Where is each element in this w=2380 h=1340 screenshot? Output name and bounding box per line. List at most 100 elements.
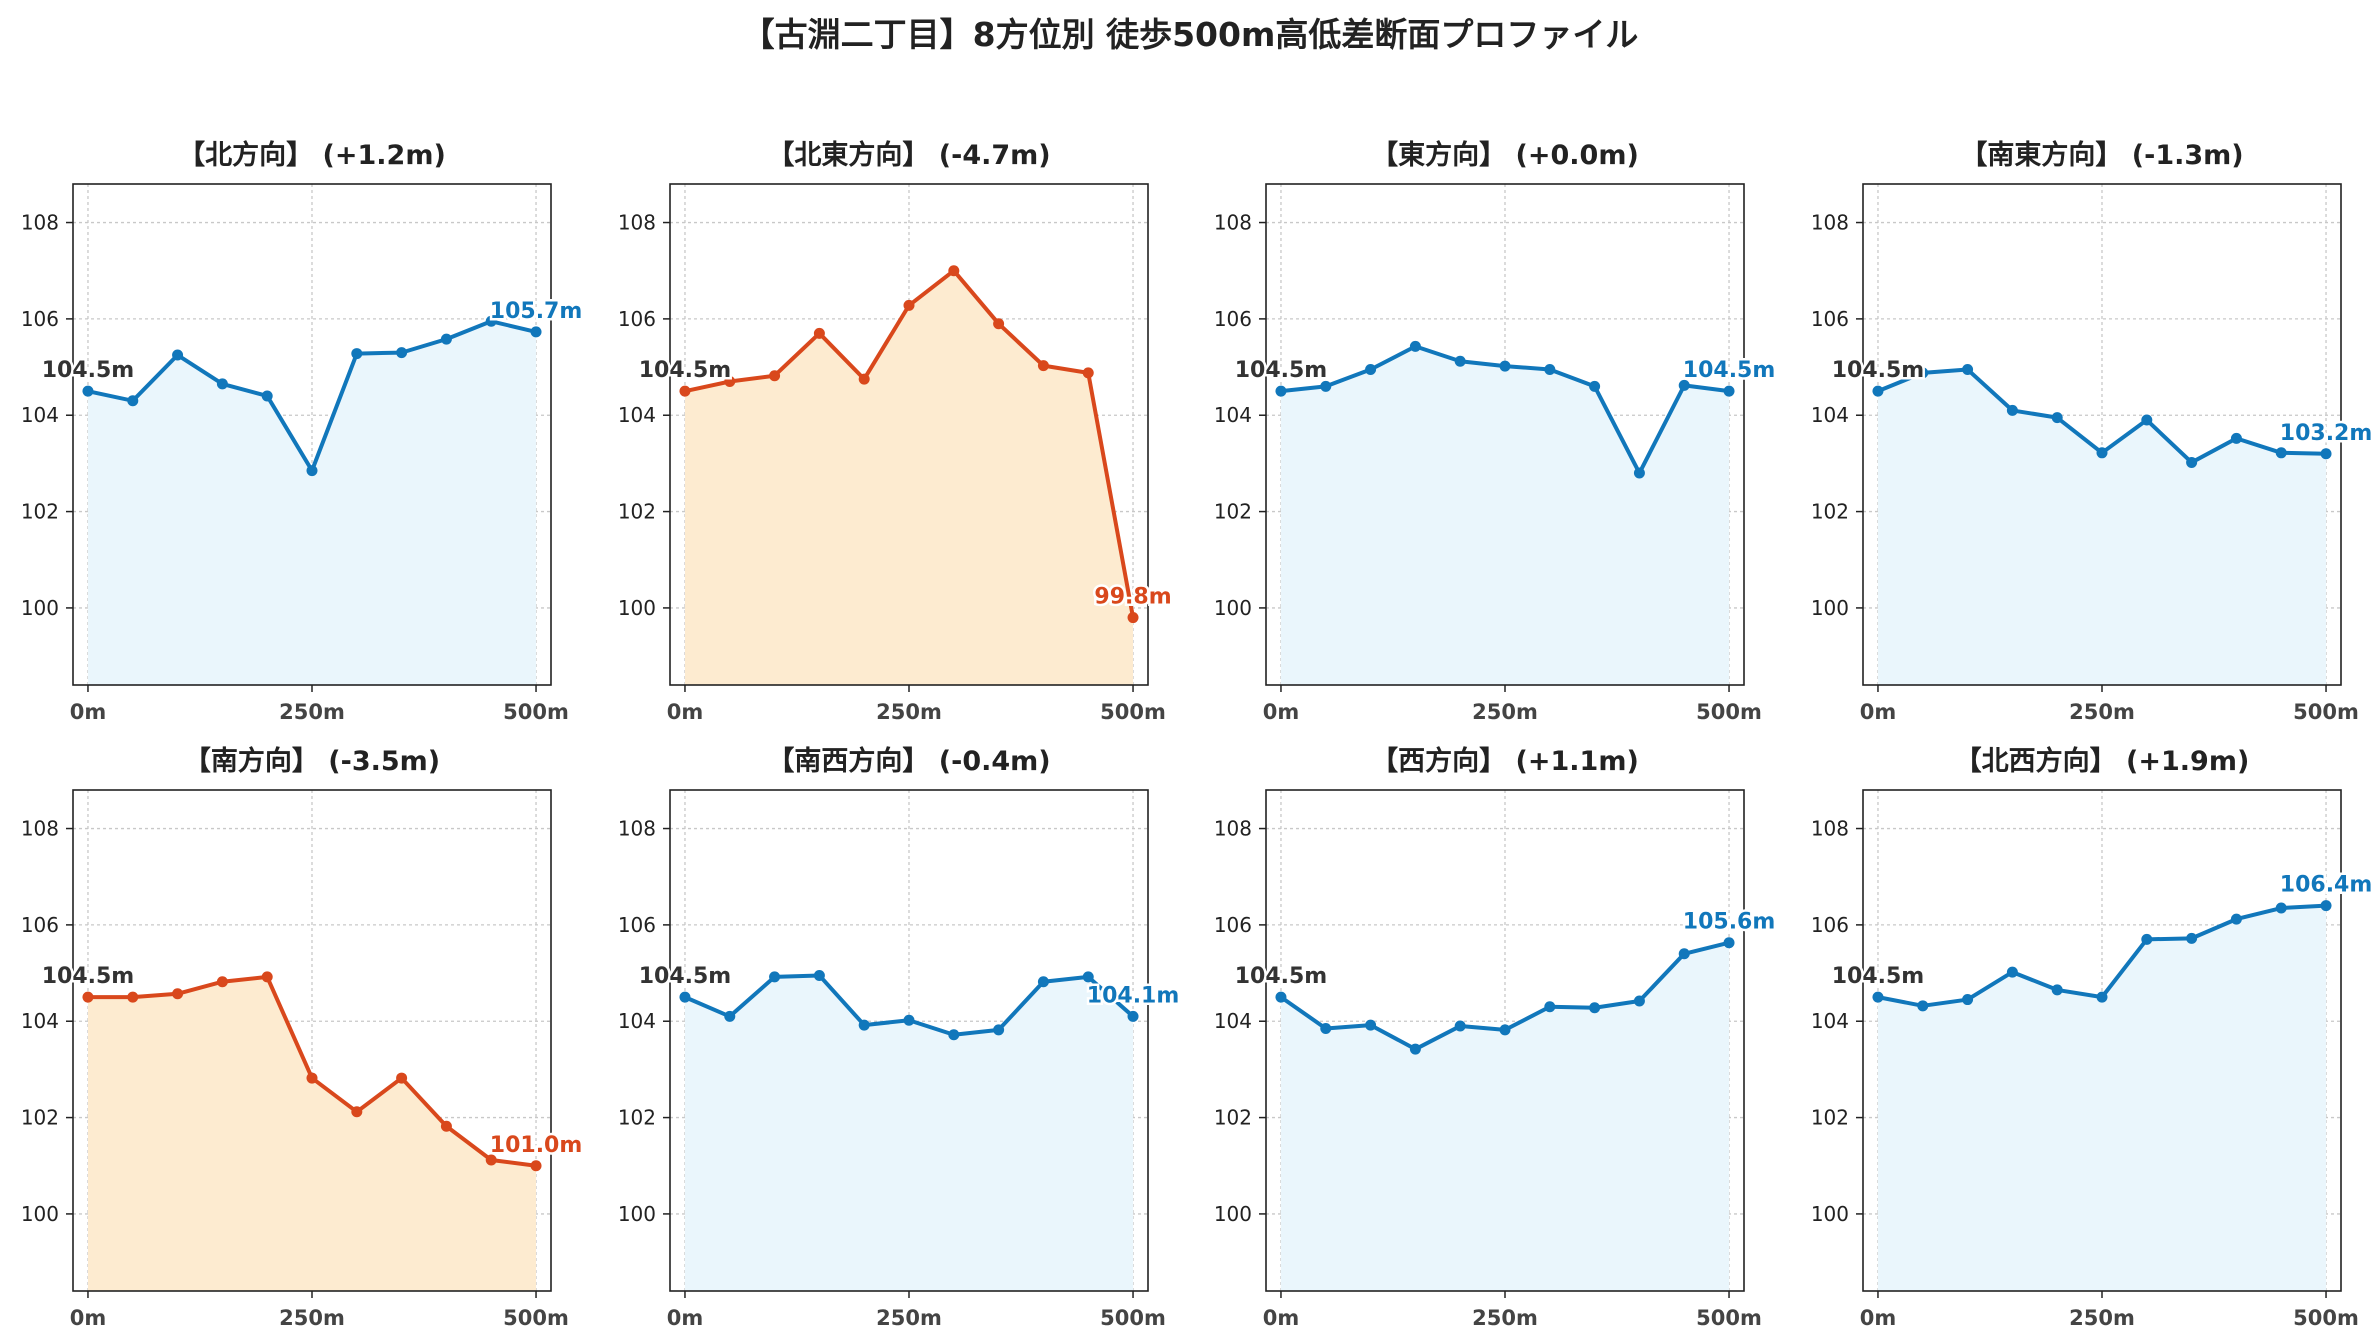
panel-8-xtick-1: 250m: [2069, 1306, 2135, 1330]
panel-5-point-6: [351, 1106, 363, 1118]
panel-5-title: 【南方向】 (-3.5m): [184, 745, 440, 777]
panel-4-point-1: [1917, 367, 1929, 379]
panel-2-point-9: [1082, 367, 1094, 379]
panel-5-xtick-2: 500m: [503, 1306, 569, 1330]
panel-8: 100 102 104 106 108 0m 250m 500m 【北西方向】 (+1.9m) 1…: [1811, 745, 2375, 1330]
panel-3-start-label: 104.5m: [1235, 358, 1328, 383]
panel-4-xtick-1: 250m: [2069, 700, 2135, 724]
panel-2-xtick-2: 500m: [1100, 700, 1166, 724]
panel-4-xtick-0: 0m: [1860, 700, 1897, 724]
panel-7-point-7: [1589, 1002, 1601, 1014]
panel-2-point-2: [769, 370, 781, 382]
panel-6-point-7: [993, 1024, 1005, 1036]
panel-4-ytick-4: 108: [1811, 211, 1849, 235]
panel-1-end-label: 105.7m: [490, 299, 583, 324]
panel-3-ytick-2: 104: [1214, 403, 1252, 427]
panel-5-start-label: 104.5m: [42, 964, 135, 989]
panel-5-point-8: [440, 1120, 452, 1132]
panel-5-ytick-0: 100: [21, 1202, 59, 1226]
panel-2-point-10: [1127, 612, 1139, 624]
panel-8-ytick-0: 100: [1811, 1202, 1849, 1226]
panel-6-point-5: [903, 1014, 915, 1026]
panel-4-ytick-3: 106: [1811, 307, 1849, 331]
panel-6: 100 102 104 106 108 0m 250m 500m 【南西方向】 (-0.4m) 1…: [618, 745, 1182, 1330]
panel-6-ytick-0: 100: [618, 1202, 656, 1226]
panel-1-xtick-1: 250m: [279, 700, 345, 724]
panel-2-ytick-0: 100: [618, 596, 656, 620]
panel-5-point-2: [172, 988, 184, 1000]
panel-1-point-3: [216, 378, 228, 390]
panel-4-ytick-1: 102: [1811, 500, 1849, 524]
panel-1-xtick-0: 0m: [70, 700, 107, 724]
panel-7-point-3: [1409, 1043, 1421, 1055]
panel-2-title: 【北東方向】 (-4.7m): [767, 139, 1050, 171]
panel-6-point-3: [813, 969, 825, 981]
panel-8-point-3: [2006, 966, 2018, 978]
panel-8-ytick-2: 104: [1811, 1009, 1849, 1033]
panel-5-ytick-4: 108: [21, 817, 59, 841]
panel-2-xtick-1: 250m: [876, 700, 942, 724]
panel-2-point-8: [1037, 360, 1049, 372]
panel-4-area: [1877, 369, 2327, 685]
panel-5-ytick-3: 106: [21, 913, 59, 937]
panel-2-area: [684, 270, 1134, 685]
panel-3-point-2: [1365, 363, 1377, 375]
panel-6-end-label: 104.1m: [1087, 983, 1180, 1008]
panel-4-point-5: [2096, 447, 2108, 459]
panel-1-point-8: [440, 333, 452, 345]
panel-3-point-9: [1678, 379, 1690, 391]
panel-8-point-9: [2275, 902, 2287, 914]
panel-5-point-10: [530, 1160, 542, 1172]
panel-6-title: 【南西方向】 (-0.4m): [767, 745, 1050, 777]
panel-7-title: 【西方向】 (+1.1m): [1371, 745, 1639, 777]
panel-4-point-2: [1962, 363, 1974, 375]
panel-1-point-6: [351, 348, 363, 360]
panel-8-ytick-1: 102: [1811, 1106, 1849, 1130]
panel-3-end-label: 104.5m: [1683, 358, 1776, 383]
panel-6-ytick-1: 102: [618, 1106, 656, 1130]
panel-4-title: 【南東方向】 (-1.3m): [1960, 139, 2243, 171]
panel-1-point-1: [127, 395, 139, 407]
panel-3-point-8: [1633, 467, 1645, 479]
panel-5-point-7: [396, 1072, 408, 1084]
panel-7-end-label: 105.6m: [1683, 910, 1776, 935]
panel-4-point-7: [2186, 456, 2198, 468]
panel-6-area: [684, 975, 1134, 1291]
panel-7-xtick-1: 250m: [1472, 1306, 1538, 1330]
panel-6-point-8: [1037, 976, 1049, 988]
panel-4-ytick-0: 100: [1811, 596, 1849, 620]
panel-4-point-9: [2275, 447, 2287, 459]
panel-6-ytick-2: 104: [618, 1009, 656, 1033]
panel-8-point-2: [1962, 994, 1974, 1006]
panel-1-start-label: 104.5m: [42, 358, 135, 383]
panel-3-point-6: [1544, 363, 1556, 375]
panel-1-point-2: [172, 349, 184, 361]
panel-2-point-5: [903, 299, 915, 311]
panel-7-point-1: [1320, 1022, 1332, 1034]
panel-7-xtick-0: 0m: [1263, 1306, 1300, 1330]
panel-5-end-label: 101.0m: [490, 1133, 583, 1158]
panel-2-point-7: [993, 318, 1005, 330]
panel-8-ytick-4: 108: [1811, 817, 1849, 841]
panel-4-point-3: [2006, 404, 2018, 416]
panel-1-ytick-0: 100: [21, 596, 59, 620]
panel-6-point-10: [1127, 1010, 1139, 1022]
panel-5-ytick-1: 102: [21, 1106, 59, 1130]
panel-2-ytick-4: 108: [618, 211, 656, 235]
panel-8-point-6: [2141, 933, 2153, 945]
panel-6-point-4: [858, 1019, 870, 1031]
panel-8-area: [1877, 905, 2327, 1291]
panel-8-ytick-3: 106: [1811, 913, 1849, 937]
panel-3-point-1: [1320, 380, 1332, 392]
panel-1-point-5: [306, 465, 318, 477]
panel-2-xtick-0: 0m: [667, 700, 704, 724]
panel-7-ytick-1: 102: [1214, 1106, 1252, 1130]
panel-2-point-4: [858, 373, 870, 385]
panel-7-point-5: [1499, 1024, 1511, 1036]
panel-8-end-label: 106.4m: [2280, 873, 2373, 898]
panel-1-ytick-1: 102: [21, 500, 59, 524]
panel-4: 100 102 104 106 108 0m 250m 500m 【南東方向】 (-1.3m) 1…: [1811, 139, 2375, 724]
panel-2-point-3: [813, 327, 825, 339]
panel-5: 100 102 104 106 108 0m 250m 500m 【南方向】 (-3.5m) 10…: [21, 745, 585, 1330]
panel-4-point-0: [1872, 385, 1884, 397]
